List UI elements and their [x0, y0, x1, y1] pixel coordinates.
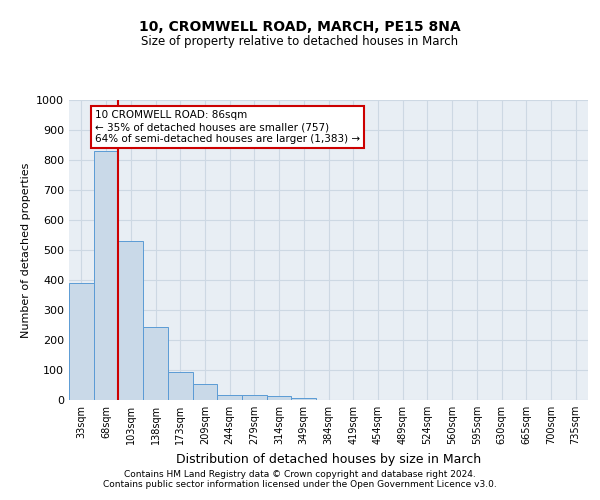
Text: 10 CROMWELL ROAD: 86sqm
← 35% of detached houses are smaller (757)
64% of semi-d: 10 CROMWELL ROAD: 86sqm ← 35% of detache… — [95, 110, 360, 144]
Bar — [118, 241, 143, 400]
Text: Contains HM Land Registry data © Crown copyright and database right 2024.: Contains HM Land Registry data © Crown c… — [124, 470, 476, 479]
Bar — [168, 372, 193, 400]
Bar — [242, 395, 267, 400]
Bar — [143, 327, 168, 400]
Bar — [217, 394, 242, 400]
Bar — [69, 283, 94, 400]
Y-axis label: Number of detached properties: Number of detached properties — [20, 162, 31, 338]
Bar — [267, 396, 292, 400]
Text: Size of property relative to detached houses in March: Size of property relative to detached ho… — [142, 35, 458, 48]
X-axis label: Distribution of detached houses by size in March: Distribution of detached houses by size … — [176, 452, 481, 466]
Bar — [292, 398, 316, 400]
Text: Contains public sector information licensed under the Open Government Licence v3: Contains public sector information licen… — [103, 480, 497, 489]
Bar — [94, 151, 118, 400]
Text: 10, CROMWELL ROAD, MARCH, PE15 8NA: 10, CROMWELL ROAD, MARCH, PE15 8NA — [139, 20, 461, 34]
Bar — [193, 384, 217, 400]
